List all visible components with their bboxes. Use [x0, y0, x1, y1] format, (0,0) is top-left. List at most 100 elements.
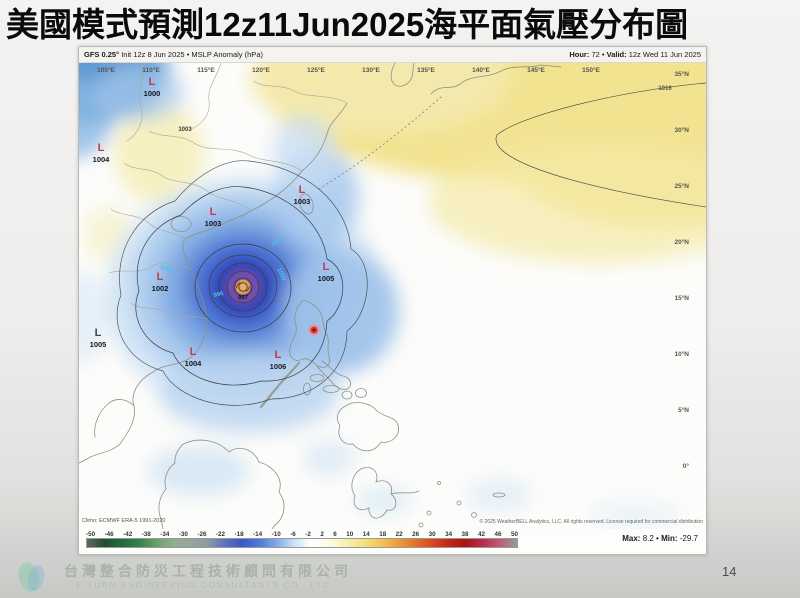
longitude-label: 135°E — [417, 66, 435, 74]
max-value: 8.2 — [642, 534, 654, 543]
low-pressure-symbol: L — [275, 349, 282, 361]
storm-core-rings — [223, 267, 263, 307]
low-pressure-value: 1000 — [144, 89, 161, 98]
valid-label: Valid: — [606, 50, 627, 59]
colorbar-tick: 50 — [510, 531, 518, 538]
separator-dot: • — [601, 50, 605, 59]
ryukyu-island-arc — [318, 96, 442, 190]
colorbar-tick: 2 — [320, 531, 324, 538]
province-borders — [108, 63, 348, 320]
mindanao-island — [337, 402, 399, 452]
low-pressure-symbol: L — [190, 346, 197, 358]
longitude-label: 140°E — [472, 66, 490, 74]
longitude-label: 110°E — [142, 66, 160, 74]
colorbar-tick: -38 — [141, 531, 151, 538]
colorbar-tick: 18 — [379, 531, 387, 538]
colorbar-tick: 22 — [395, 531, 403, 538]
colorbar-tick: -22 — [215, 531, 226, 538]
colorbar-tick: 10 — [346, 531, 354, 538]
low-pressure-value: 1005 — [90, 340, 107, 349]
colorbar-tick: -10 — [271, 531, 281, 538]
colorbar-tick: 46 — [494, 531, 502, 538]
company-name-english: E-TURN ENGINEERING CONSULTANTS CO., LTD — [76, 580, 331, 590]
contour-label: 1016 — [658, 86, 672, 92]
max-label: Max: — [622, 534, 641, 543]
map-header-bar: GFS 0.25° Init 12z 8 Jun 2025 • MSLP Ano… — [79, 47, 706, 63]
longitude-labels: 105°E 110°E 115°E 120°E 125°E 130°E 135°E 140°E… — [97, 66, 600, 74]
init-time: Init 12z 8 Jun 2025 — [121, 50, 185, 59]
low-pressure-symbol: L — [210, 206, 217, 218]
climatology-attribution: Climo: ECMWF ERA-5 1991-2020 — [82, 518, 166, 524]
contour-label: 996 — [213, 291, 225, 300]
contour-label: 1004 — [270, 236, 285, 247]
separator-dot: • — [186, 50, 190, 59]
luzon-island — [289, 299, 330, 368]
latitude-label: 35°N — [674, 70, 689, 78]
hour-value: 72 — [591, 50, 600, 59]
product-name: MSLP Anomaly (hPa) — [191, 50, 263, 59]
japan-coastline — [430, 64, 562, 95]
map-header-left: GFS 0.25° Init 12z 8 Jun 2025 • MSLP Ano… — [84, 50, 263, 59]
pressure-center-markers: L1000L1004L1003L1003L1002L1005L1005L1004… — [90, 76, 335, 371]
colorbar-tick: 14 — [362, 531, 370, 538]
coastlines — [79, 63, 562, 529]
colorbar-tick: -2 — [305, 531, 311, 538]
contour-1016 — [495, 82, 706, 208]
low-pressure-value: 1003 — [294, 197, 311, 206]
mslp-anomaly-map: 997 105°E 110°E 115°E 120°E 125°E 130°E 135°E 1… — [79, 63, 706, 529]
colorbar-tick: 30 — [428, 531, 436, 538]
latitude-label: 25°N — [674, 182, 689, 190]
sulawesi-island — [351, 467, 397, 519]
colorbar-gradient — [86, 538, 518, 548]
colorbar-tick: 42 — [478, 531, 486, 538]
latitude-label: 10°N — [674, 350, 689, 358]
longitude-label: 130°E — [362, 66, 380, 74]
korea-coastline — [390, 63, 415, 87]
page-number: 14 — [722, 564, 737, 579]
colorbar-tick: 38 — [461, 531, 469, 538]
storm-center-pressure: 997 — [238, 296, 249, 302]
separator-dot: • — [656, 534, 659, 543]
colorbar-tick: -30 — [178, 531, 188, 538]
low-pressure-value: 1002 — [152, 284, 169, 293]
colorbar-tick: -50 — [86, 531, 96, 538]
colorbar-tick: -26 — [197, 531, 207, 538]
latitude-label: 30°N — [674, 126, 689, 134]
hour-label: Hour: — [569, 50, 590, 59]
longitude-label: 115°E — [197, 66, 215, 74]
colorbar-tick-labels: -50 -46 -42 -38 -34 -30 -26 -22 -18 -14 -10 -6 -2 2 6 1… — [86, 531, 518, 539]
gulf-of-thailand-coastline — [94, 399, 135, 438]
low-pressure-symbol: L — [149, 76, 156, 88]
small-islands — [418, 481, 506, 528]
low-pressure-symbol: L — [95, 327, 102, 339]
visayas-islands — [303, 374, 367, 400]
colorbar-tick: 26 — [412, 531, 420, 538]
colorbar-tick: 34 — [445, 531, 453, 538]
contour-value-labels: 1016 1003 1004 1000 996 1000 — [159, 86, 672, 299]
borneo-island — [158, 439, 285, 529]
observed-position-marker — [308, 324, 320, 336]
colorbar-tick: -42 — [123, 531, 133, 538]
taiwan-island — [299, 193, 314, 215]
palawan-island — [259, 361, 301, 409]
longitude-label: 150°E — [582, 66, 600, 74]
max-min-readout: Max: 8.2 • Min: -29.7 — [622, 534, 698, 543]
longitude-label: 145°E — [527, 66, 545, 74]
contour-label: 1003 — [178, 127, 192, 133]
sulawesi-arm — [390, 490, 420, 495]
longitude-label: 120°E — [252, 66, 270, 74]
model-name: GFS 0.25° — [84, 50, 120, 59]
min-value: -29.7 — [679, 534, 698, 543]
colorbar-tick: -18 — [234, 531, 244, 538]
samar-island — [316, 360, 351, 390]
low-pressure-symbol: L — [98, 142, 105, 154]
latitude-label: 20°N — [674, 238, 689, 246]
latitude-labels: 35°N 30°N 25°N 20°N 15°N 10°N 5°N 0° — [674, 70, 689, 470]
colorbar-tick: -46 — [104, 531, 114, 538]
latitude-label: 0° — [683, 462, 690, 470]
valid-value: 12z Wed 11 Jun 2025 — [628, 50, 701, 59]
weather-map-panel: GFS 0.25° Init 12z 8 Jun 2025 • MSLP Ano… — [78, 46, 707, 555]
contour-label: 1000 — [275, 267, 286, 282]
colorbar-tick: -34 — [160, 531, 170, 538]
hainan-island — [170, 216, 192, 232]
